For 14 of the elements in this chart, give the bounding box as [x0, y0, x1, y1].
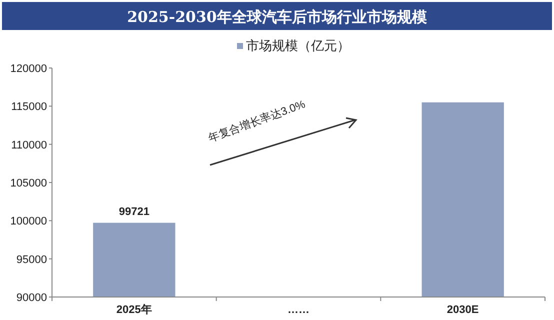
x-tick-label: 2025年	[116, 303, 152, 316]
data-label: 99721	[118, 206, 150, 218]
y-tick-label: 110000	[11, 139, 47, 152]
x-tick-label: 2030E	[446, 304, 479, 316]
y-tick-label: 105000	[10, 178, 47, 190]
y-tick-label: 90000	[16, 292, 47, 304]
chart-title: 2025-2030年全球汽车后市场行业市场规模	[127, 8, 428, 26]
x-tick-label: ……	[288, 304, 310, 316]
annotation: 年复合增长率达3.0%	[206, 98, 308, 145]
y-tick-label: 120000	[10, 63, 47, 75]
y-tick-label: 100000	[10, 216, 47, 228]
legend-label: 市场规模（亿元）	[246, 38, 350, 53]
y-tick-label: 95000	[16, 254, 47, 266]
y-tick-label: 115000	[11, 101, 47, 114]
